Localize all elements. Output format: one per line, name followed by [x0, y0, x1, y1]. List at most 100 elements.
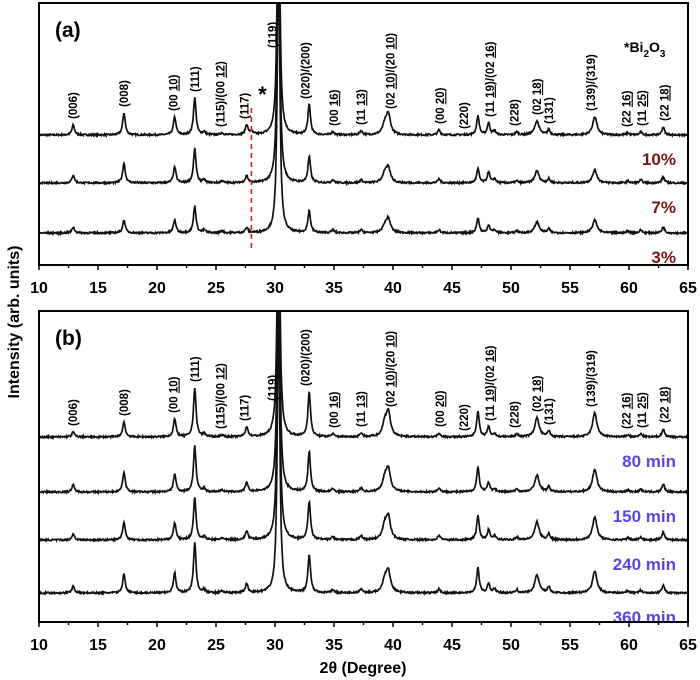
- hkl-text: ): [216, 363, 228, 367]
- x-tick-label: 20: [148, 280, 166, 297]
- x-tick-label: 65: [679, 280, 697, 297]
- hkl-text: (006): [68, 399, 80, 426]
- hkl-text: (00: [169, 393, 181, 413]
- hkl-label: (11 13): [356, 89, 368, 125]
- series-trace-10-: [39, 3, 688, 139]
- hkl-underlined-index: 16: [329, 395, 341, 408]
- hkl-label: (02 10)/(20 10): [386, 33, 398, 109]
- hkl-label: (006): [68, 399, 80, 426]
- hkl-underlined-index: 16: [485, 45, 497, 58]
- hkl-text: (131): [544, 398, 556, 425]
- hkl-label: (220): [459, 404, 471, 431]
- annotation-subscript: 3: [660, 49, 666, 60]
- hkl-text: (11: [637, 107, 649, 126]
- hkl-text: ): [532, 375, 544, 379]
- hkl-underlined-index: 20: [435, 91, 447, 104]
- x-tick-label: 25: [207, 280, 225, 297]
- hkl-underlined-index: 10: [169, 380, 181, 393]
- hkl-text: (008): [119, 389, 131, 416]
- hkl-underlined-index: 13: [356, 395, 368, 408]
- hkl-text: (02: [532, 392, 544, 412]
- hkl-label: (131): [544, 97, 556, 124]
- hkl-label: (117): [239, 93, 251, 119]
- hkl-text: (117): [239, 395, 251, 421]
- hkl-text: ): [637, 90, 649, 94]
- hkl-label: (11 25): [637, 392, 649, 428]
- hkl-underlined-index: 16: [329, 93, 341, 106]
- hkl-text: ): [659, 386, 671, 390]
- hkl-underlined-index: 16: [622, 94, 634, 107]
- series-trace-80-min: [39, 311, 688, 441]
- hkl-label: (111): [190, 356, 202, 382]
- hkl-label: (115)/(00 12): [216, 61, 228, 127]
- hkl-label: (00 16): [329, 391, 341, 428]
- hkl-underlined-index: 16: [485, 349, 497, 362]
- x-tick-label: 35: [325, 280, 343, 297]
- hkl-label: (020)/(200): [301, 329, 313, 386]
- x-tick-label: 65: [679, 637, 697, 654]
- x-tick-label: 10: [30, 637, 48, 654]
- hkl-text: (119): [268, 22, 280, 48]
- hkl-text: (00: [435, 407, 447, 427]
- hkl-label: (22 16): [622, 392, 634, 429]
- hkl-label: (02 18): [532, 78, 544, 115]
- hkl-text: (11: [637, 409, 649, 428]
- series-label: 80 min: [622, 452, 676, 471]
- hkl-underlined-index: 10: [169, 78, 181, 91]
- hkl-underlined-index: 20: [435, 394, 447, 407]
- hkl-text: (111): [190, 66, 202, 92]
- x-tick-label: 55: [561, 637, 579, 654]
- panel-b: 80 min 150 min 240 min 360 min 10 15 20 25 30 35 4…: [30, 310, 697, 654]
- x-tick-label: 45: [443, 637, 461, 654]
- hkl-text: (117): [239, 93, 251, 119]
- x-tick-label: 30: [266, 637, 284, 654]
- x-axis-label: 2θ (Degree): [320, 660, 407, 677]
- hkl-text: (115)/(00: [216, 380, 228, 429]
- hkl-underlined-index: 18: [659, 88, 671, 101]
- hkl-label: (00 16): [329, 89, 341, 126]
- series-label: 3%: [651, 248, 676, 267]
- hkl-label: (220): [459, 102, 471, 129]
- hkl-text: (139)/(319): [586, 54, 598, 111]
- hkl-text: (119): [268, 375, 280, 401]
- hkl-label: (006): [68, 92, 80, 119]
- hkl-text: ): [329, 391, 341, 395]
- hkl-underlined-index: 12: [216, 65, 228, 78]
- panel-a: 10% 7% 3% 10 15 20 25 30 35 40 45 50 55 60 65 (a) (006) (…: [30, 2, 697, 297]
- hkl-text: (111): [190, 356, 202, 382]
- hkl-text: (00: [169, 91, 181, 111]
- hkl-text: ): [329, 89, 341, 93]
- x-tick-label: 45: [443, 280, 461, 297]
- hkl-text: (11: [485, 98, 497, 117]
- hkl-underlined-index: 19: [485, 85, 497, 98]
- hkl-text: (00: [329, 408, 341, 428]
- hkl-text: (22: [659, 403, 671, 423]
- hkl-text: )/(02: [485, 58, 497, 85]
- x-tick-label: 55: [561, 280, 579, 297]
- hkl-underlined-index: 18: [532, 379, 544, 392]
- hkl-text: ): [386, 33, 398, 37]
- hkl-text: (02: [532, 95, 544, 115]
- hkl-label: (02 18): [532, 375, 544, 412]
- hkl-text: (11: [356, 106, 368, 125]
- series-label: 150 min: [613, 507, 676, 526]
- x-tick-label: 40: [384, 637, 402, 654]
- hkl-label: (111): [190, 66, 202, 92]
- hkl-underlined-index: 10: [386, 335, 398, 348]
- hkl-label: (008): [119, 80, 131, 107]
- hkl-label: (00 20): [435, 87, 447, 124]
- hkl-label: (139)/(319): [586, 350, 598, 407]
- series-trace-3-: [39, 3, 688, 237]
- x-tick-label: 50: [502, 637, 520, 654]
- hkl-underlined-index: 10: [386, 37, 398, 50]
- hkl-underlined-index: 12: [216, 367, 228, 380]
- hkl-label: (22 18): [659, 386, 671, 423]
- hkl-label: (00 10): [169, 74, 181, 111]
- hkl-text: ): [169, 74, 181, 78]
- hkl-underlined-index: 18: [532, 82, 544, 95]
- hkl-text: )/(02: [485, 362, 497, 389]
- hkl-label: (119): [268, 375, 280, 401]
- hkl-text: ): [637, 392, 649, 396]
- hkl-text: (11: [485, 402, 497, 421]
